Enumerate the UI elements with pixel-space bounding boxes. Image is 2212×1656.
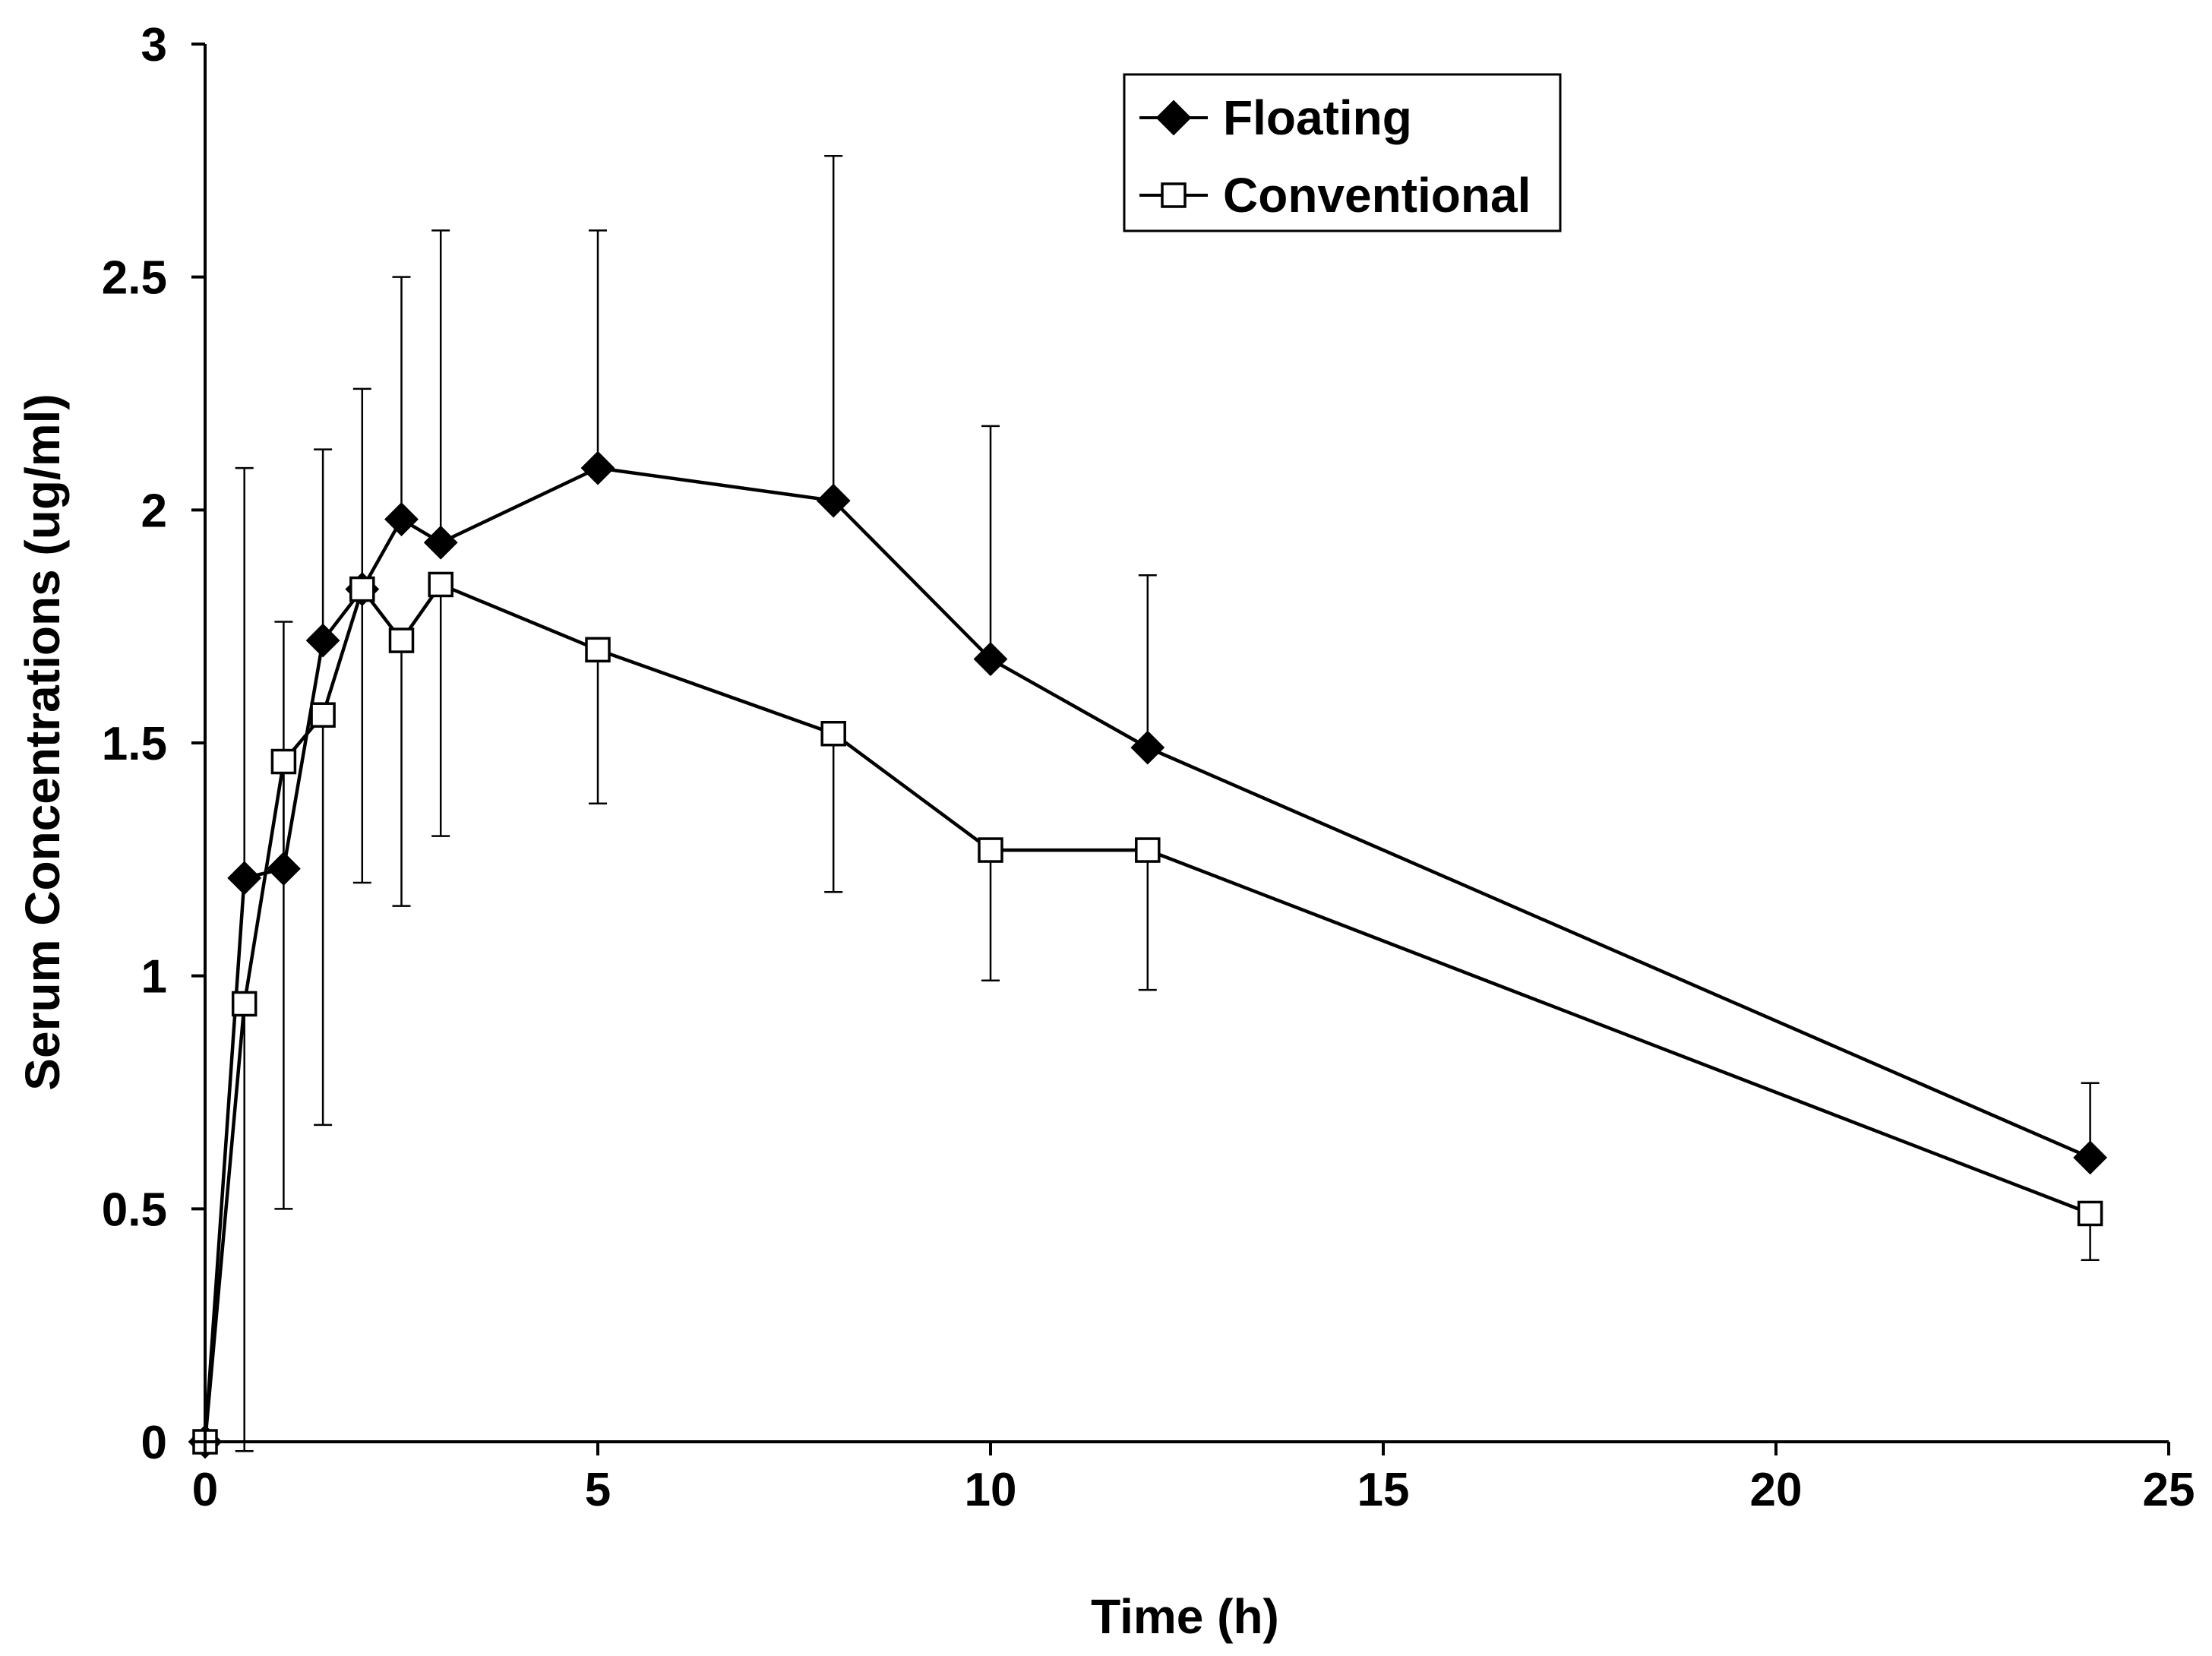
floating-data-point xyxy=(423,525,458,560)
x-axis-title: Time (h) xyxy=(1091,1589,1279,1644)
y-tick-label: 1 xyxy=(141,951,167,1003)
floating-data-point xyxy=(305,623,340,658)
conventional-data-point xyxy=(1135,837,1161,863)
floating-data-point xyxy=(384,502,419,537)
x-axis-ticks: 0 5 10 15 20 25 xyxy=(192,1442,2195,1516)
error-bars xyxy=(235,154,2100,1452)
x-tick-label: 25 xyxy=(2143,1464,2195,1516)
legend-conventional-marker xyxy=(1161,182,1187,208)
conventional-data-point xyxy=(2077,1200,2103,1227)
conventional-data-point xyxy=(231,991,258,1017)
y-axis-title: Serum Concentrations (ug/ml) xyxy=(15,393,70,1090)
x-tick-label: 5 xyxy=(585,1464,611,1516)
conventional-series-line xyxy=(203,583,2091,1443)
floating-data-point xyxy=(816,483,851,518)
conventional-data-point xyxy=(585,637,611,663)
y-tick-label: 0.5 xyxy=(102,1184,167,1236)
conventional-data-point xyxy=(820,720,846,747)
y-tick-label: 1.5 xyxy=(102,718,167,770)
axes xyxy=(204,44,2169,1443)
floating-data-point xyxy=(227,861,262,896)
legend-box xyxy=(1123,73,1562,232)
conventional-data-point xyxy=(388,627,415,653)
x-tick-label: 20 xyxy=(1750,1464,1803,1516)
y-axis-ticks: 0 0.5 1 1.5 2 2.5 3 xyxy=(102,19,205,1469)
conventional-data-point xyxy=(270,748,297,775)
conventional-data-point xyxy=(428,571,453,598)
x-tick-label: 0 xyxy=(192,1464,218,1516)
legend: Floating Conventional xyxy=(1123,73,1562,232)
legend-floating-label: Floating xyxy=(1223,90,1412,145)
floating-data-point xyxy=(2073,1140,2108,1175)
y-tick-label: 2.5 xyxy=(102,252,167,305)
floating-data-point xyxy=(266,852,301,886)
conventional-data-point xyxy=(349,576,375,602)
floating-data-point xyxy=(1130,730,1165,765)
conventional-data-point xyxy=(310,702,336,728)
x-tick-label: 15 xyxy=(1357,1464,1410,1516)
y-tick-label: 0 xyxy=(141,1417,167,1469)
x-tick-label: 10 xyxy=(965,1464,1017,1516)
conventional-data-point xyxy=(978,837,1003,863)
y-tick-label: 3 xyxy=(141,19,167,71)
floating-data-point xyxy=(580,450,615,485)
series-markers xyxy=(188,450,2108,1459)
legend-conventional-label: Conventional xyxy=(1223,168,1531,223)
y-tick-label: 2 xyxy=(141,485,167,537)
legend-floating-marker xyxy=(1155,100,1192,136)
floating-data-point xyxy=(973,642,1008,677)
